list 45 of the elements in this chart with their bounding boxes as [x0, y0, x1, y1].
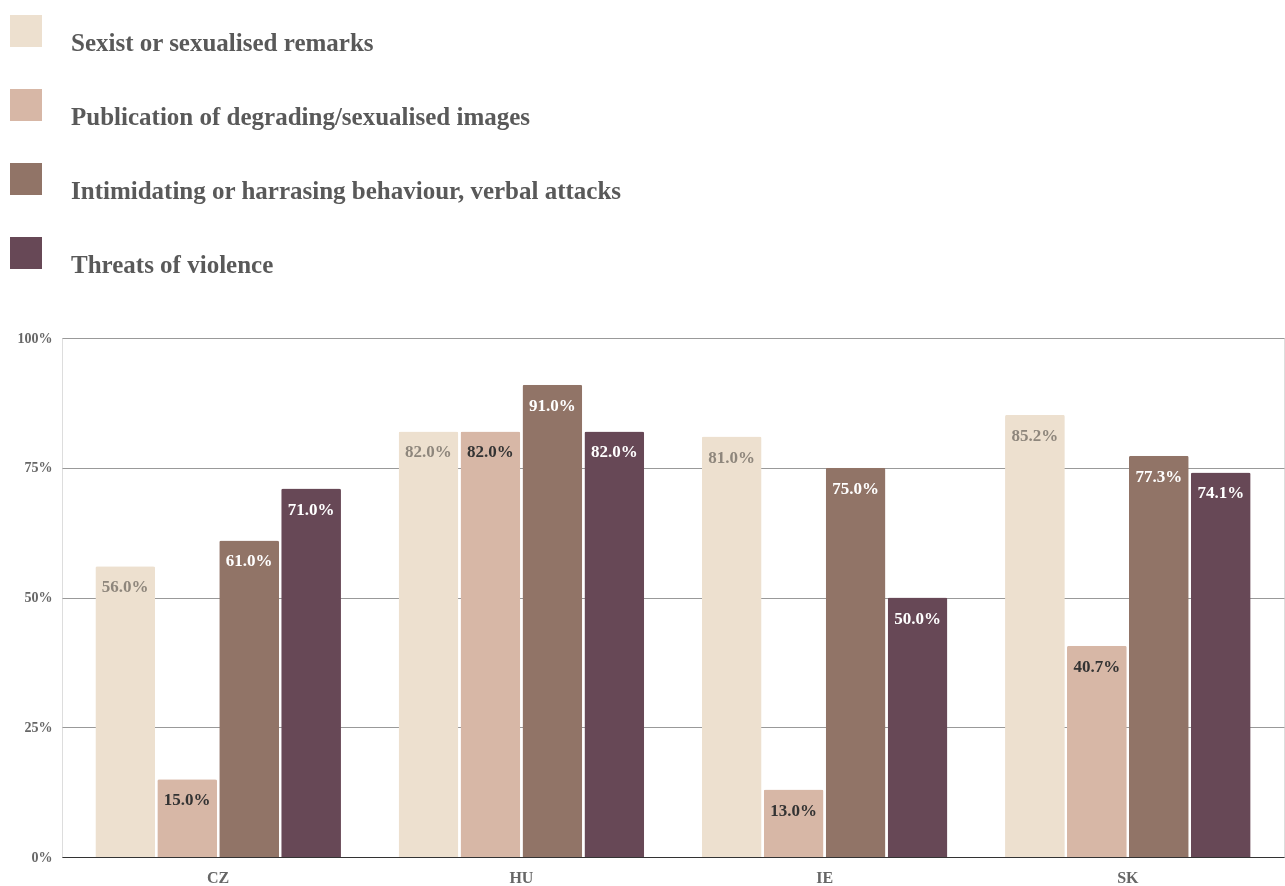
x-tick-label: HU	[509, 868, 534, 886]
bar	[281, 488, 341, 857]
data-label: 75.0%	[832, 478, 879, 498]
y-tick-label: 75%	[24, 460, 53, 476]
data-label: 61.0%	[225, 551, 273, 571]
legend-label: Threats of violence	[71, 251, 274, 278]
data-label: 91.0%	[528, 395, 576, 415]
data-label: 81.0%	[708, 447, 756, 467]
data-label: 82.0%	[590, 442, 638, 462]
bar	[460, 431, 521, 857]
bar	[701, 436, 762, 857]
data-label: 71.0%	[287, 499, 335, 519]
y-tick-label: 25%	[24, 719, 53, 735]
data-label: 56.0%	[101, 577, 149, 597]
data-label: 15.0%	[163, 790, 211, 810]
bar	[95, 566, 156, 857]
x-tick-label: CZ	[207, 868, 230, 886]
x-tick-label: SK	[1117, 868, 1140, 886]
data-label: 40.7%	[1073, 656, 1121, 676]
legend-label: Intimidating or harrasing behaviour, verbal attacks	[71, 177, 622, 204]
y-tick-label: 100%	[17, 330, 53, 346]
y-tick-label: 0%	[31, 849, 53, 865]
bar	[157, 779, 218, 857]
bar	[219, 540, 280, 857]
bar	[1190, 472, 1251, 857]
data-label: 50.0%	[894, 608, 941, 628]
legend-label: Publication of degrading/sexualised images	[71, 103, 531, 130]
bar	[1066, 645, 1127, 857]
bar	[584, 431, 645, 857]
bar	[825, 467, 886, 857]
data-label: 77.3%	[1135, 466, 1183, 486]
legend-label: Sexist or sexualised remarks	[71, 29, 374, 56]
bar	[1128, 455, 1189, 857]
bar	[1005, 414, 1065, 857]
bar	[763, 789, 824, 857]
data-label: 82.0%	[467, 442, 514, 462]
x-tick-label: IE	[816, 868, 834, 886]
bar	[887, 597, 948, 857]
data-label: 13.0%	[770, 800, 818, 820]
bar	[398, 431, 459, 857]
y-tick-label: 50%	[24, 590, 53, 605]
data-label: 82.0%	[405, 442, 452, 462]
data-label: 74.1%	[1197, 483, 1245, 503]
data-label: 85.2%	[1011, 425, 1059, 445]
bar	[522, 384, 583, 857]
